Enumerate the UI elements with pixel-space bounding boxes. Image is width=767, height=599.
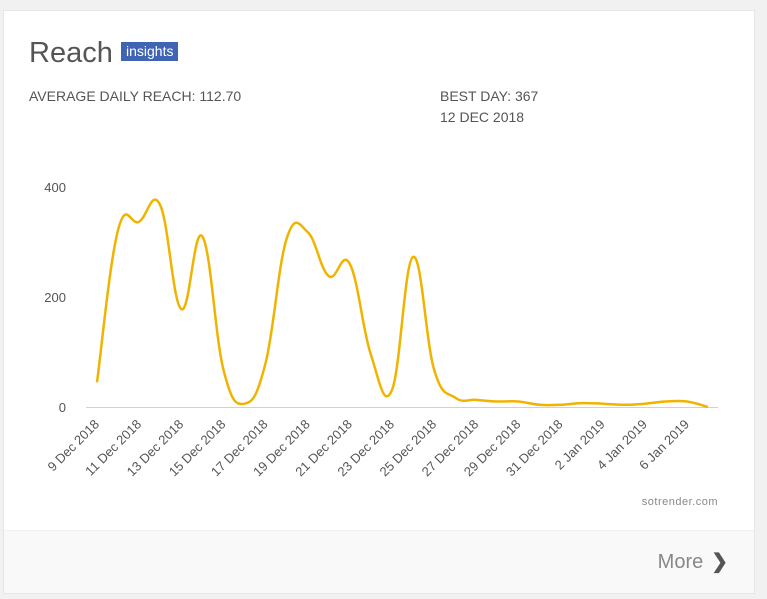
- more-button[interactable]: More ❯: [658, 549, 728, 574]
- credit-text: sotrender.com: [641, 496, 718, 508]
- card-title: Reach: [29, 37, 113, 69]
- insights-badge: insights: [121, 42, 179, 61]
- more-label: More: [657, 551, 704, 573]
- chevron-right-icon: ❯: [711, 551, 728, 573]
- best-day-value: BEST DAY: 367: [440, 88, 539, 104]
- y-tick-label: 400: [44, 180, 66, 195]
- y-tick-label: 200: [44, 290, 66, 305]
- reach-series-line: [95, 198, 709, 409]
- best-day: BEST DAY: 367 12 DEC 2018: [440, 86, 538, 128]
- y-tick-label: 0: [59, 400, 66, 415]
- best-day-date: 12 DEC 2018: [440, 109, 525, 125]
- card-footer: More ❯: [4, 530, 754, 593]
- reach-card: Reach insights AVERAGE DAILY REACH: 112.…: [3, 10, 755, 594]
- average-daily-reach: AVERAGE DAILY REACH: 112.70: [29, 88, 242, 104]
